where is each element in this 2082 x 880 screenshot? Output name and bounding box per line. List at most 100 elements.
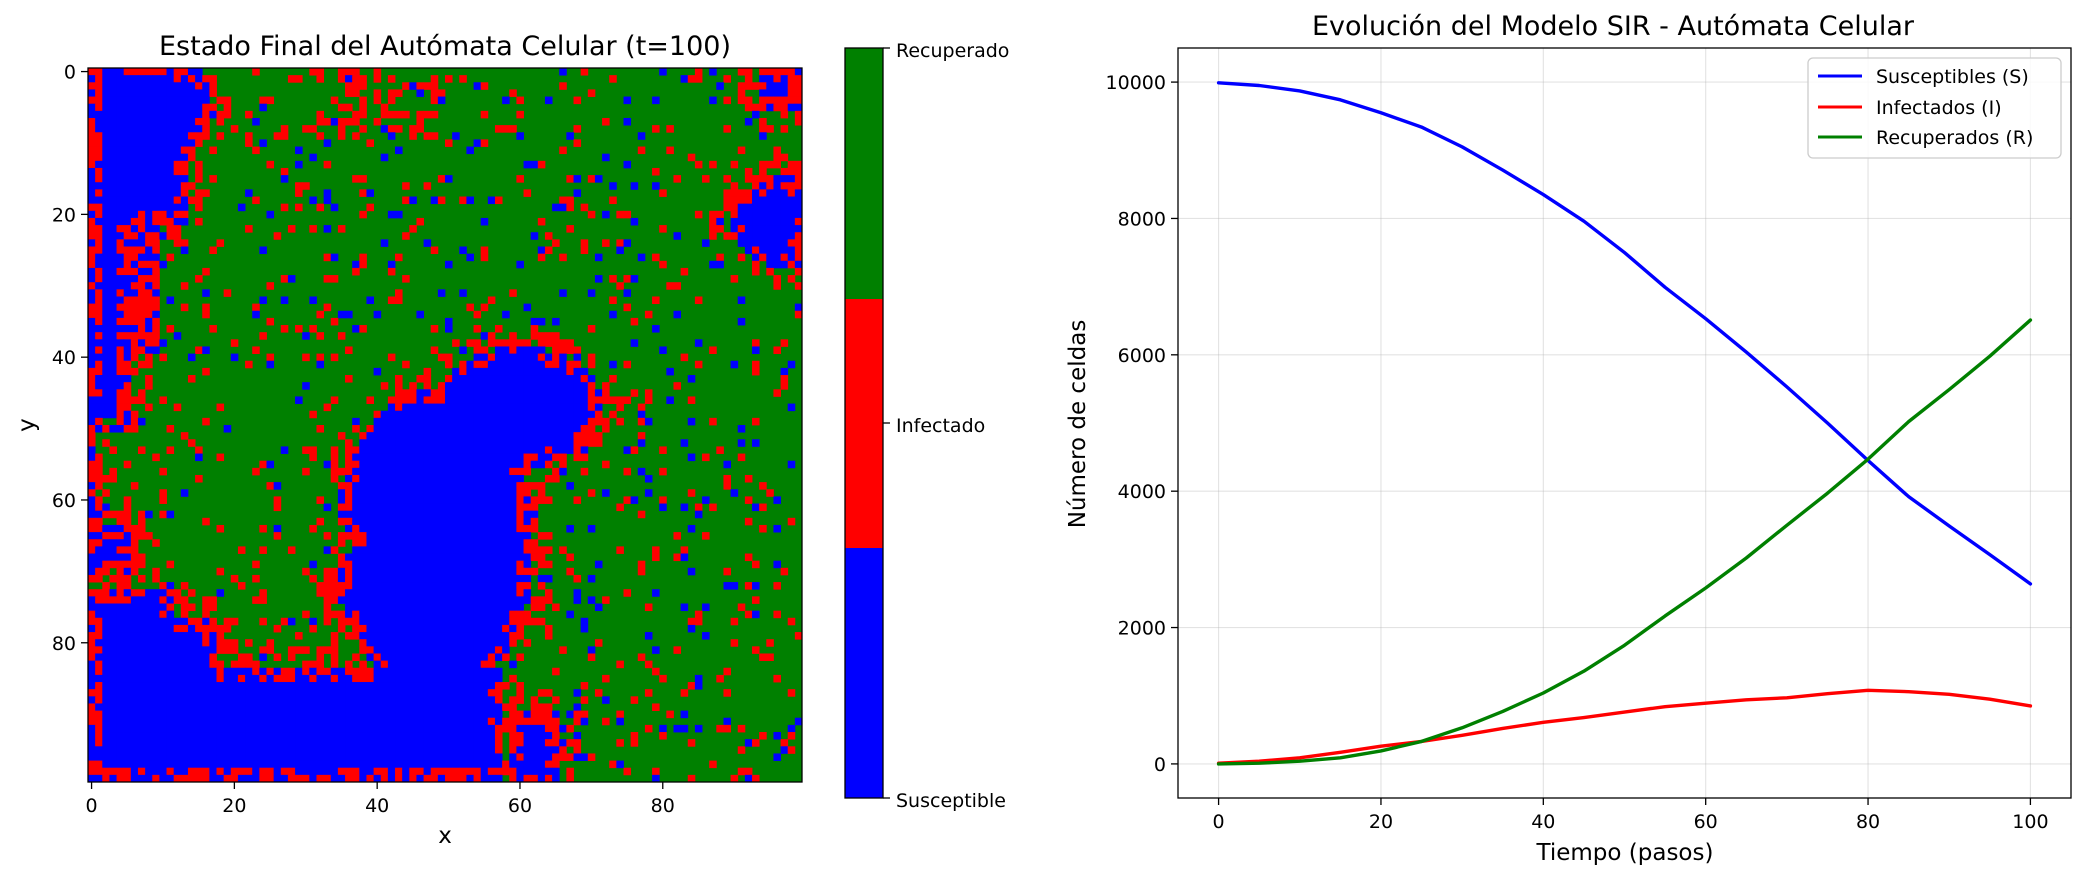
heatmap-cell (152, 339, 160, 347)
heatmap-x-label: x (438, 823, 452, 849)
heatmap-cell (409, 425, 417, 433)
heatmap-cell (202, 367, 210, 376)
heatmap-cell (387, 267, 396, 276)
heatmap-cell (744, 103, 753, 112)
heatmap-cell (109, 360, 117, 369)
heatmap-cell (252, 717, 260, 726)
heatmap-cell (473, 574, 482, 583)
heatmap-cell (423, 610, 432, 619)
heatmap-cell (223, 696, 232, 704)
heatmap-cell (452, 674, 460, 683)
heatmap-cell (102, 596, 110, 604)
legend-box (1807, 57, 2062, 159)
heatmap-cell (480, 396, 489, 404)
heatmap-cell (137, 296, 146, 305)
heatmap-cell (316, 710, 325, 719)
heatmap-cell (145, 167, 153, 176)
heatmap-cell (173, 217, 182, 226)
heatmap-cell (395, 496, 403, 504)
heatmap-y-tick-label: 0 (64, 62, 76, 84)
heatmap-cell (416, 82, 424, 90)
heatmap-cell (395, 553, 403, 562)
heatmap-cell (423, 774, 432, 783)
heatmap-cell (95, 703, 103, 711)
heatmap-cell (159, 596, 167, 604)
heatmap-cell (594, 275, 603, 283)
heatmap-cell (109, 339, 117, 347)
heatmap-cell (159, 653, 167, 662)
heatmap-cell (502, 574, 510, 583)
heatmap-cell (573, 403, 582, 412)
heatmap-cell (480, 624, 489, 633)
heatmap-cell (180, 660, 189, 669)
heatmap-cell (145, 146, 153, 155)
heatmap-cell (330, 253, 339, 262)
heatmap-cell (152, 724, 160, 733)
heatmap-cell (287, 275, 296, 283)
heatmap-cell (530, 432, 539, 440)
heatmap-cell (159, 132, 167, 140)
heatmap-cell (752, 260, 760, 269)
heatmap-cell (402, 196, 410, 205)
heatmap-cell (566, 375, 574, 383)
heatmap-cell (594, 417, 603, 426)
heatmap-cell (430, 760, 439, 769)
heatmap-cell (430, 346, 439, 354)
heatmap-cell (152, 146, 160, 155)
heatmap-cell (352, 75, 360, 83)
heatmap-cell (130, 703, 139, 711)
heatmap-cell (130, 239, 139, 247)
heatmap-cell (145, 210, 153, 219)
heatmap-cell (602, 425, 610, 433)
heatmap-cell (530, 403, 539, 412)
heatmap-cell (487, 339, 496, 347)
heatmap-cell (130, 639, 139, 647)
heatmap-cell (409, 710, 417, 719)
heatmap-cell (180, 175, 189, 183)
heatmap-cell (787, 217, 796, 226)
heatmap-cell (95, 232, 103, 240)
heatmap-cell (145, 760, 153, 769)
heatmap-cell (480, 696, 489, 704)
heatmap-cell (387, 110, 396, 119)
heatmap-cell (409, 596, 417, 604)
heatmap-cell (530, 375, 539, 383)
heatmap-cell (352, 739, 360, 747)
heatmap-cell (359, 432, 367, 440)
heatmap-cell (173, 103, 182, 112)
heatmap-cell (587, 353, 596, 362)
colorbar-segment-infectado (845, 298, 883, 548)
heatmap-cell (523, 303, 532, 312)
heatmap-cell (409, 132, 417, 140)
heatmap-cell (487, 703, 496, 711)
heatmap-cell (373, 624, 382, 633)
heatmap-cell (423, 596, 432, 604)
heatmap-cell (452, 646, 460, 654)
heatmap-cell (602, 696, 610, 704)
heatmap-cell (473, 739, 482, 747)
heatmap-cell (466, 517, 474, 526)
heatmap-cell (187, 710, 196, 719)
heatmap-cell (687, 739, 696, 747)
heatmap-cell (552, 760, 560, 769)
heatmap-cell (644, 396, 653, 404)
heatmap-cell (209, 689, 217, 697)
heatmap-cell (466, 610, 474, 619)
heatmap-cell (759, 103, 767, 112)
heatmap-cell (330, 396, 339, 404)
heatmap-cell (395, 125, 403, 133)
heatmap-cell (352, 674, 360, 683)
heatmap-cell (387, 75, 396, 83)
heatmap-cell (480, 524, 489, 533)
heatmap-cell (202, 89, 210, 97)
heatmap-cell (109, 68, 117, 76)
heatmap-cell (116, 660, 125, 669)
heatmap-cell (387, 453, 396, 462)
heatmap-cell (402, 82, 410, 90)
heatmap-cell (223, 624, 232, 633)
heatmap-cell (780, 89, 789, 97)
heatmap-cell (416, 474, 424, 483)
heatmap-cell (166, 732, 175, 740)
heatmap-cell (494, 446, 503, 454)
